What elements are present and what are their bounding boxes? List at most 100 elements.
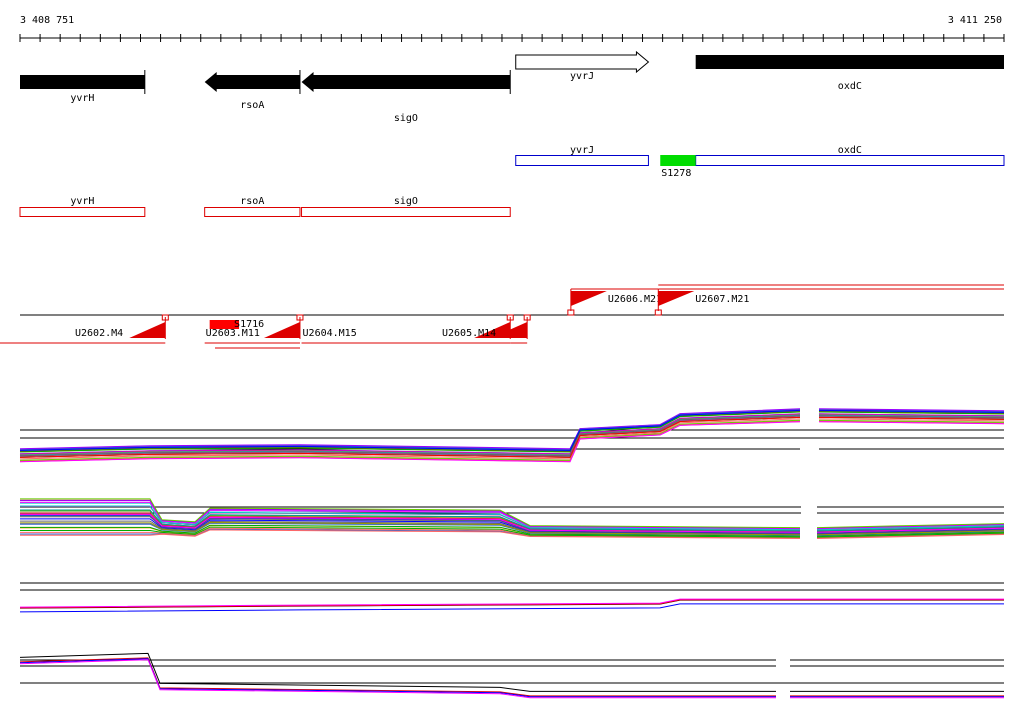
profile-line	[818, 418, 1005, 422]
lower-unit-U2603.M11[interactable]: U2603.M11	[204, 314, 304, 344]
upper-unit-U2607.M21[interactable]: U2607.M21	[654, 288, 1004, 316]
gene-arrow[interactable]	[515, 50, 650, 74]
profile-line	[20, 527, 801, 539]
profile-gap	[801, 493, 817, 541]
profile-line	[19, 421, 801, 463]
profile-line	[20, 500, 801, 529]
profile-track-3	[19, 582, 1004, 613]
profile-line	[20, 529, 801, 539]
unit-marker	[523, 314, 531, 321]
profile-line	[20, 514, 801, 533]
profile-gap	[800, 444, 819, 466]
profile-line	[19, 410, 801, 452]
profile-line	[20, 524, 801, 537]
gene-label: sigO	[394, 113, 418, 124]
minus-transcript-yvrH[interactable]: yvrH	[19, 196, 146, 217]
feature-label: S1716	[234, 319, 264, 330]
profile-line	[20, 501, 801, 530]
profile-line	[818, 416, 1005, 420]
profile-line	[816, 529, 1005, 535]
profile-line	[19, 411, 801, 453]
plus-transcript-yvrJ[interactable]: yvrJ	[515, 145, 649, 166]
feature-box[interactable]	[209, 320, 240, 329]
minus-transcript-rsoA[interactable]: rsoA	[204, 196, 301, 217]
profile-line	[20, 526, 801, 538]
lower-unit-U2605.M14[interactable]: U2605.M14	[442, 314, 531, 344]
profile-line	[19, 418, 801, 460]
profile-line	[816, 526, 1005, 532]
gene-sigO[interactable]: sigO	[301, 70, 511, 124]
ruler-ticks	[19, 34, 1005, 42]
transcript-label: oxdC	[838, 145, 862, 156]
profile-line	[19, 603, 1004, 613]
minus-strand-transcript-track: yvrH rsoA sigO	[19, 196, 511, 217]
gene-label: yvrJ	[570, 71, 594, 82]
profile-line	[20, 518, 801, 535]
gene-label: rsoA	[240, 100, 264, 111]
gene-arrow[interactable]	[301, 72, 511, 92]
feature-box[interactable]	[660, 155, 696, 166]
profile-line	[19, 410, 801, 452]
profile-line	[816, 534, 1005, 539]
profile-line	[20, 498, 801, 529]
transcript-box[interactable]	[695, 155, 1005, 166]
unit-label: U2603.M11	[206, 328, 260, 339]
unit-wedge	[491, 322, 528, 338]
profile-line	[818, 415, 1005, 419]
gene-bar[interactable]	[695, 55, 1004, 69]
gene-rsoA[interactable]: rsoA	[204, 70, 301, 111]
gene-bar[interactable]	[20, 75, 145, 89]
transcript-box[interactable]	[204, 207, 301, 217]
unit-wedge	[263, 322, 300, 338]
profile-line	[816, 530, 1005, 536]
minus-transcript-sigO[interactable]: sigO	[301, 196, 511, 217]
gene-arrow[interactable]	[204, 72, 300, 92]
transcript-box[interactable]	[301, 207, 511, 217]
unit-marker	[567, 309, 575, 316]
gene-yvrH[interactable]: yvrH	[20, 70, 146, 104]
plus-transcript-oxdC[interactable]: oxdC	[695, 145, 1005, 166]
unit-wedge	[658, 291, 695, 306]
profile-track-4	[19, 651, 1004, 699]
unit-marker	[506, 314, 514, 321]
profile-line	[816, 527, 1005, 533]
profile-line	[818, 419, 1005, 423]
plus-strand-transcript-track: yvrJ oxdC S1278	[515, 145, 1005, 179]
ruler-start-label: 3 408 751	[20, 15, 74, 26]
profile-line	[19, 415, 801, 457]
gene-oxdC[interactable]: oxdC	[695, 55, 1004, 92]
unit-label: U2604.M15	[303, 328, 357, 339]
profile-line	[19, 413, 801, 455]
profile-line	[19, 416, 801, 458]
profile-line	[20, 505, 801, 531]
profile-line	[19, 599, 1004, 609]
profile-line	[818, 413, 1005, 417]
transcript-box[interactable]	[19, 207, 146, 217]
unit-label: U2607.M21	[695, 294, 749, 305]
gene-yvrJ[interactable]: yvrJ	[515, 50, 650, 82]
unit-marker	[161, 314, 169, 321]
plus-feature-S1278[interactable]: S1278	[660, 155, 696, 179]
transcript-box[interactable]	[515, 155, 649, 166]
unit-marker	[654, 309, 662, 316]
unit-marker	[296, 314, 304, 321]
unit-label: U2606.M21	[608, 294, 662, 305]
transcript-label: sigO	[394, 196, 418, 207]
profile-track-1	[19, 408, 1005, 466]
profile-line	[818, 409, 1005, 413]
upper-unit-U2606.M21[interactable]: U2606.M21	[567, 288, 662, 316]
profile-line	[19, 652, 776, 692]
lower-unit-U2602.M4[interactable]: U2602.M4	[0, 314, 169, 344]
profile-line	[816, 523, 1005, 529]
profile-line	[816, 532, 1005, 538]
profile-line	[19, 657, 776, 697]
profile-line	[818, 414, 1005, 418]
unit-wedge	[129, 322, 166, 338]
transcript-label: rsoA	[240, 196, 264, 207]
profile-line	[818, 411, 1005, 415]
profile-track-2	[20, 493, 1005, 541]
profile-line	[19, 658, 776, 698]
ruler-end-label: 3 411 250	[948, 15, 1002, 26]
gene-track: yvrH rsoA sigO yvrJ oxdC	[20, 50, 1004, 124]
lower-feature-S1716[interactable]: S1716	[209, 319, 264, 330]
